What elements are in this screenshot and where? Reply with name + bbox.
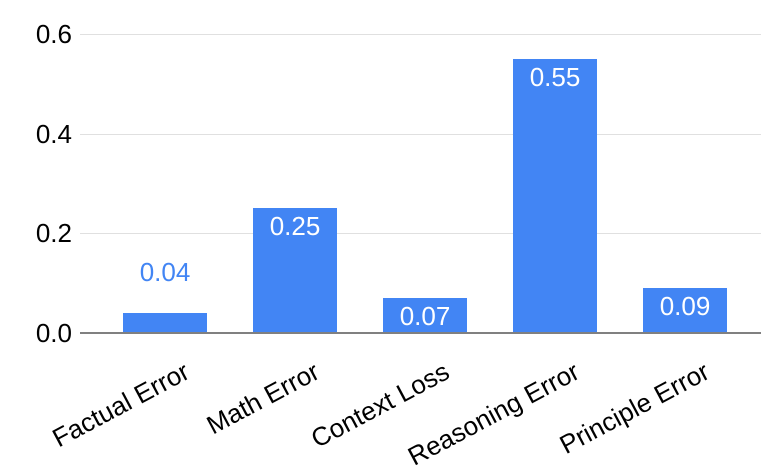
bar-value-label: 0.25 (269, 211, 321, 241)
x-axis-line (80, 332, 761, 334)
y-tick-label: 0.0 (35, 318, 72, 348)
bar-value-label: 0.07 (399, 301, 451, 331)
y-tick-label: 0.2 (35, 218, 72, 248)
y-tick-label: 0.6 (35, 19, 72, 49)
gridline-0.2 (80, 233, 761, 234)
bar-context-loss: 0.07 (383, 298, 467, 333)
gridline-0.4 (80, 134, 761, 135)
bar-factual-error (123, 313, 207, 333)
bar-principle-error: 0.09 (643, 288, 727, 333)
bar-reasoning-error: 0.55 (513, 59, 597, 333)
bar-math-error: 0.25 (253, 208, 337, 333)
bar-value-label: 0.55 (529, 62, 581, 92)
bar-value-label: 0.04 (139, 257, 191, 287)
gridline-0.6 (80, 34, 761, 35)
bar-value-label: 0.09 (659, 291, 711, 321)
y-tick-label: 0.4 (35, 119, 72, 149)
